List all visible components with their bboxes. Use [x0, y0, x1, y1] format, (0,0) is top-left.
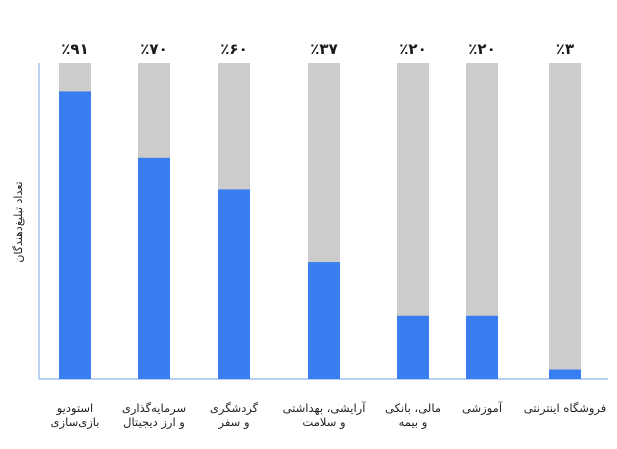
y-axis-label: تعداد تبلیغ‌دهندگان: [12, 181, 25, 262]
category-label: و ارز دیجیتال: [123, 415, 185, 430]
bar-remainder: [549, 63, 581, 379]
bar-value-label: ٪۳: [556, 40, 574, 58]
bar-value-label: ٪۶۰: [220, 40, 247, 58]
category-label: بازی‌سازی: [51, 415, 100, 430]
bar-value: [397, 315, 429, 379]
category-label: آموزشی: [462, 401, 503, 416]
category-label: سرمایه‌گذاری: [122, 401, 186, 416]
bar-value-label: ٪۹۱: [61, 40, 88, 58]
bar-value: [466, 315, 498, 379]
category-label: و سلامت: [302, 415, 345, 430]
category-label: مالی، بانکی: [385, 401, 441, 415]
bar-value: [549, 369, 581, 379]
bar-value: [308, 262, 340, 379]
category-label: گردشگری: [210, 401, 259, 416]
category-label: و سفر: [217, 415, 249, 430]
bar-value: [218, 189, 250, 379]
bar-value-label: ٪۲۰: [468, 40, 495, 58]
category-label: استودیو: [56, 401, 94, 416]
category-label: و بیمه: [399, 415, 428, 430]
bar-value-label: ٪۳۷: [310, 40, 337, 58]
bar-value: [59, 91, 91, 379]
category-label: آرایشی، بهداشتی: [283, 401, 367, 416]
category-label: فروشگاه اینترنتی: [524, 401, 607, 416]
bar-value-label: ٪۷۰: [140, 40, 167, 58]
bar-value-label: ٪۲۰: [399, 40, 426, 58]
bar-value: [138, 157, 170, 379]
